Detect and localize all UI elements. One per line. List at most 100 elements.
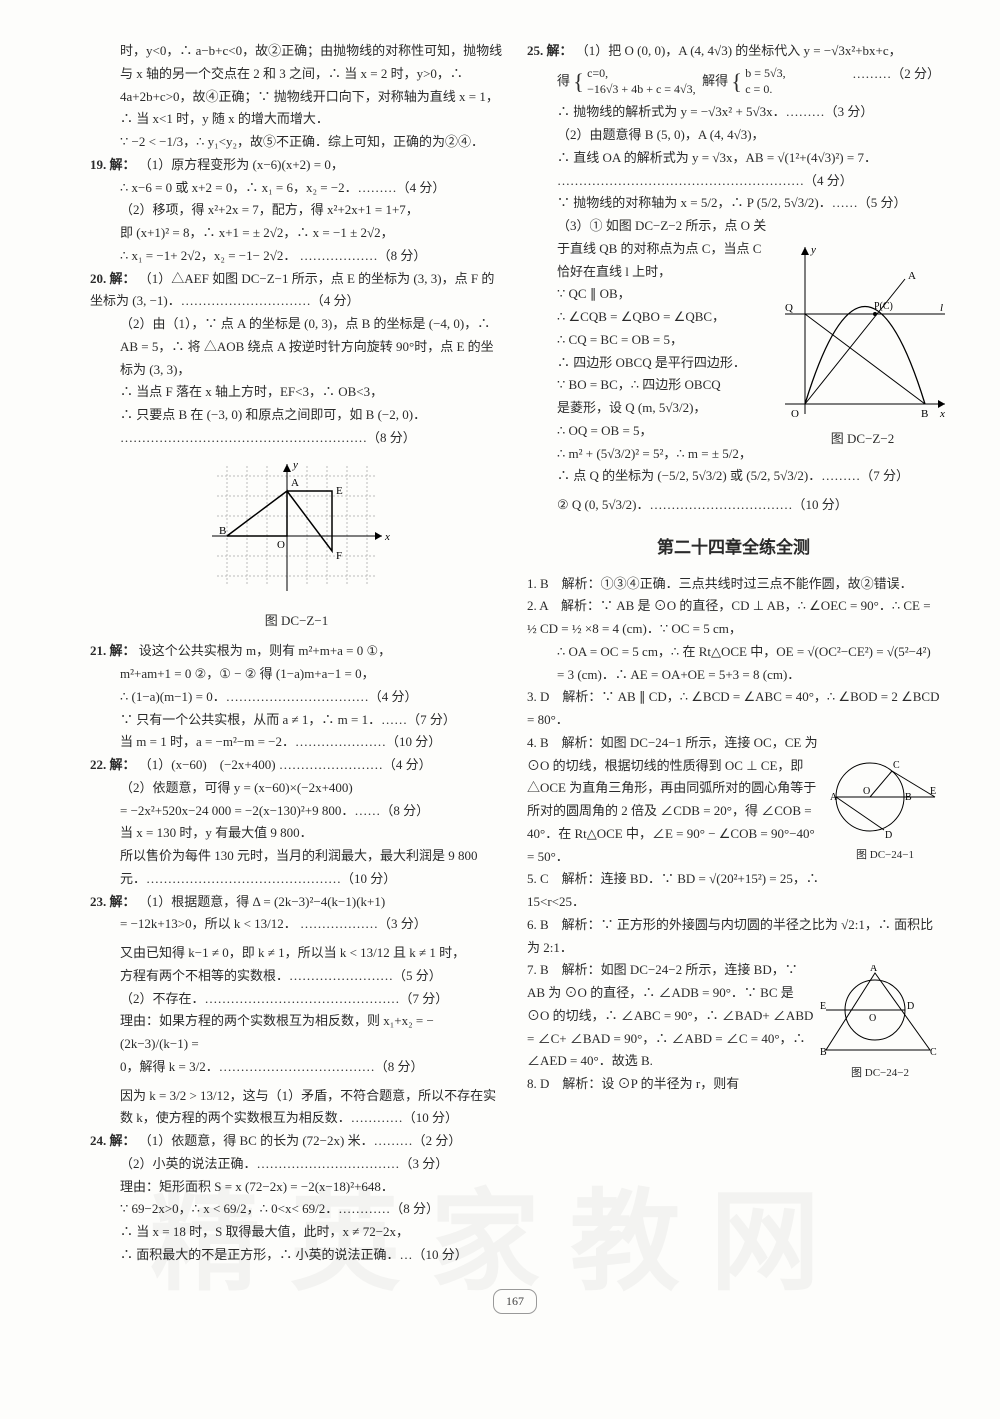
eq: c = 0. (745, 82, 772, 96)
answer-2: 2. A 解析：∵ AB 是 ⊙O 的直径，CD ⊥ AB，∴ ∠OEC = 9… (527, 595, 940, 641)
svg-text:E: E (930, 786, 936, 797)
page-number: 167 (90, 1289, 940, 1314)
p25-num: 25. 解： (527, 43, 573, 58)
p25-line: ∴ ∠CQB = ∠QBO = ∠QBC， (557, 306, 768, 329)
svg-text:O: O (869, 1013, 876, 1024)
p20-line: （2）由（1），∵ 点 A 的坐标是 (0, 3)，点 B 的坐标是 (−4, … (120, 313, 503, 381)
p20-line: ∴ 只要点 B 在 (−3, 0) 和原点之间即可，如 B (−2, 0)． (120, 404, 503, 427)
eq: c=0, (587, 66, 608, 80)
svg-text:C: C (893, 760, 900, 771)
svg-text:E: E (820, 1001, 826, 1012)
p23-line: 0，解得 k = 3/2．………………………………（8 分） (120, 1056, 503, 1079)
p25-line: ∵ BO = BC，∴ 四边形 OBCQ (557, 374, 768, 397)
answer-6: 6. B 解析：∵ 正方形的外接圆与内切圆的半径之比为 √2:1，∴ 面积比为 … (527, 914, 940, 960)
svg-text:D: D (907, 1001, 914, 1012)
p25-line: ∴ 抛物线的解析式为 y = −√3x² + 5√3x．………（3 分） (557, 101, 940, 124)
p22-num: 22. 解： (90, 757, 136, 772)
answer-7: 7. B 解析：如图 DC−24−2 所示，连接 BD，∵ AB 为 ⊙O 的直… (527, 959, 816, 1073)
svg-text:O: O (277, 539, 285, 551)
p19-num: 19. 解： (90, 157, 136, 172)
problem-19: 19. 解： （1）原方程变形为 (x−6)(x+2) = 0， ∴ x−6 =… (90, 154, 503, 268)
p25-line: ∴ OQ = OB = 5， (557, 420, 768, 443)
problem-24: 24. 解： （1）依题意，得 BC 的长为 (72−2x) 米．………（2 分… (90, 1130, 503, 1267)
p20-line: ∴ 当点 F 落在 x 轴上方时，EF<3，∴ OB<3， (120, 381, 503, 404)
answer-5: 5. C 解析：连接 BD．∵ BD = √(20²+15²) = 25，∴ 1… (527, 868, 824, 914)
svg-text:y: y (292, 459, 298, 471)
p24-line: （1）依题意，得 BC 的长为 (72−2x) 米．………（2 分） (139, 1133, 462, 1148)
answer-4-wrap: 4. B 解析：如图 DC−24−1 所示，连接 OC，CE 为⊙O 的切线，根… (527, 732, 940, 914)
right-column: 25. 解： （1）把 O (0, 0)，A (4, 4√3) 的坐标代入 y … (527, 40, 940, 1267)
figure-dc-24-2: A B C D E O (820, 965, 940, 1060)
p19-line: （2）移项，得 x²+2x = 7，配方，得 x²+2x+1 = 1+7， (120, 199, 503, 222)
svg-text:A: A (870, 965, 878, 974)
p25-line: ∵ QC ∥ OB， (557, 283, 768, 306)
p25-line: （1）把 O (0, 0)，A (4, 4√3) 的坐标代入 y = −√3x²… (576, 43, 902, 58)
p24-line: ∵ 69−2x>0，∴ x < 69/2，∴ 0<x< 69/2．…………（8 … (120, 1198, 503, 1221)
figure-3-label: 图 DC−24−1 (830, 846, 940, 865)
problem-20: 20. 解： （1）△AEF 如图 DC−Z−1 所示，点 E 的坐标为 (3,… (90, 268, 503, 450)
p24-line: 理由：矩形面积 S = x (72−2x) = −2(x−18)²+648． (120, 1176, 503, 1199)
answer-1: 1. B 解析：①③④正确．三点共线时过三点不能作圆，故②错误． (527, 573, 940, 596)
p25-part3: （3）① 如图 DC−Z−2 所示，点 O 关于直线 QB 的对称点为点 C，当… (557, 215, 940, 465)
p23-num: 23. 解： (90, 894, 136, 909)
p20-line: （1）△AEF 如图 DC−Z−1 所示，点 E 的坐标为 (3, 3)，点 F… (90, 271, 494, 309)
intro-para: 时，y<0，∴ a−b+c<0，故②正确；由抛物线的对称性可知，抛物线与 x 轴… (120, 40, 503, 131)
svg-text:l: l (940, 302, 943, 314)
p25-line: ∴ m² + (5√3/2)² = 5²，∴ m = ± 5/2， (557, 443, 768, 466)
p19-line: ∴ x₁ = −1+ 2√2，x₂ = −1− 2√2． ………………（8 分） (120, 245, 503, 268)
p21-line: m²+am+1 = 0 ②，① − ② 得 (1−a)m+a−1 = 0， (120, 663, 503, 686)
p22-line: （1）(x−60) (−2x+400) ……………………（4 分） (139, 757, 432, 772)
p24-line: ∴ 面积最大的不是正方形，∴ 小英的说法正确．…（10 分） (120, 1244, 503, 1267)
problem-23: 23. 解： （1）根据题意，得 Δ = (2k−3)²−4(k−1)(k+1)… (90, 891, 503, 1131)
p23-line: 理由：如果方程的两个实数根互为相反数，则 x₁+x₂ = − (2k−3)/(k… (120, 1010, 503, 1056)
p21-line: 设这个公共实根为 m，则有 m²+m+a = 0 ①， (139, 643, 391, 658)
p19-line: （1）原方程变形为 (x−6)(x+2) = 0， (139, 157, 344, 172)
p24-num: 24. 解： (90, 1133, 136, 1148)
p22-line: = −2x²+520x−24 000 = −2(x−130)²+9 800．……… (120, 800, 503, 823)
p20-line: …………………………………………………（8 分） (120, 427, 503, 450)
figure-dc-z-2: O x y B A l Q P(C) (775, 239, 950, 424)
problem-22: 22. 解： （1）(x−60) (−2x+400) ……………………（4 分）… (90, 754, 503, 891)
p25-line: ∵ 抛物线的对称轴为 x = 5/2，∴ P (5/2, 5√3/2)．……（5… (557, 192, 940, 215)
page-number-text: 167 (493, 1289, 537, 1314)
p24-line: ∴ 当 x = 18 时，S 取得最大值，此时，x ≠ 72−2x， (120, 1221, 503, 1244)
p25-line: （3）① 如图 DC−Z−2 所示，点 O 关于直线 QB 的对称点为点 C，当… (557, 215, 768, 283)
p23-line: 方程有两个不相等的实数根．……………………（5 分） (120, 965, 503, 988)
p21-line: ∵ 只有一个公共实根，从而 a ≠ 1，∴ m = 1．……（7 分） (120, 709, 503, 732)
svg-text:D: D (885, 830, 892, 841)
p25-line: …………………………………………………（4 分） (557, 170, 940, 193)
figure-1-label: 图 DC−Z−1 (90, 610, 503, 633)
two-column-layout: 时，y<0，∴ a−b+c<0，故②正确；由抛物线的对称性可知，抛物线与 x 轴… (90, 40, 940, 1267)
p25-txt: 得 (557, 73, 570, 88)
svg-text:E: E (336, 485, 343, 497)
svg-text:B: B (820, 1047, 827, 1058)
svg-text:B: B (219, 525, 226, 537)
p23-line: 因为 k = 3/2 > 13/12，这与（1）矛盾，不符合题意，所以不存在实 (120, 1085, 503, 1108)
answer-2b: ∴ OA = OC = 5 cm，∴ 在 Rt△OCE 中，OE = √(OC²… (557, 641, 940, 687)
svg-text:x: x (384, 531, 390, 543)
p23-line: = −12k+13>0，所以 k < 13/12． ………………（3 分） (120, 913, 503, 936)
p22-line: （2）依题意，可得 y = (x−60)×(−2x+400) (120, 777, 503, 800)
score: ………（2 分） (852, 63, 940, 86)
p20-num: 20. 解： (90, 271, 136, 286)
left-column: 时，y<0，∴ a−b+c<0，故②正确；由抛物线的对称性可知，抛物线与 x 轴… (90, 40, 503, 1267)
answer-7-wrap: 7. B 解析：如图 DC−24−2 所示，连接 BD，∵ AB 为 ⊙O 的直… (527, 959, 940, 1073)
p19-line: ∴ x−6 = 0 或 x+2 = 0，∴ x₁ = 6，x₂ = −2．………… (120, 177, 503, 200)
p25-system: 得 { c=0, −16√3 + 4b + c = 4√3, 解得 { b = … (557, 63, 940, 102)
svg-text:A: A (908, 270, 916, 282)
svg-text:A: A (291, 477, 299, 489)
svg-text:P(C): P(C) (874, 301, 893, 312)
p25-line: ∴ 直线 OA 的解析式为 y = √3x，AB = √(1²+(4√3)²) … (557, 147, 940, 170)
p25-txt: 解得 (702, 73, 728, 88)
svg-text:A: A (830, 792, 838, 803)
svg-text:F: F (336, 550, 342, 562)
p25-line: 是菱形，设 Q (m, 5√3/2)， (557, 397, 768, 420)
svg-text:B: B (905, 792, 912, 803)
problem-21: 21. 解： 设这个公共实根为 m，则有 m²+m+a = 0 ①， m²+am… (90, 640, 503, 754)
p25-line: ∴ 四边形 OBCQ 是平行四边形． (557, 352, 768, 375)
eq: b = 5√3, (745, 66, 785, 80)
svg-text:O: O (863, 786, 870, 797)
svg-text:Q: Q (785, 302, 793, 314)
figure-dc-24-1: A B E C D O (830, 752, 940, 842)
svg-text:y: y (810, 244, 816, 256)
